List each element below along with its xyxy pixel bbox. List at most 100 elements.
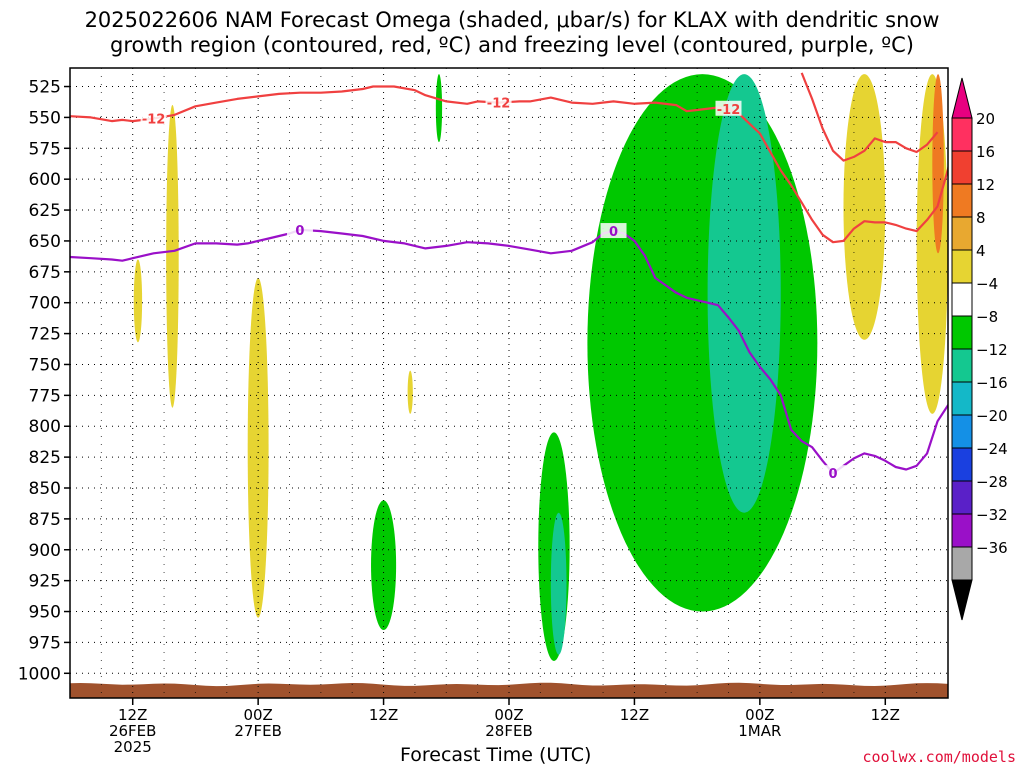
x-tick-label: 28FEB: [485, 722, 532, 740]
omega-shade-region: [843, 74, 886, 340]
omega-shade-region: [587, 74, 818, 612]
x-tick-label: 26FEB: [109, 722, 156, 740]
freezing-level-contour: [70, 228, 948, 475]
ground-terrain: [70, 682, 948, 698]
x-tick-label: 00Z: [243, 706, 272, 724]
contour-label: -12: [487, 97, 511, 112]
grid-lines: [70, 68, 948, 698]
chart-title: 2025022606 NAM Forecast Omega (shaded, μ…: [0, 8, 1024, 58]
credit-link[interactable]: coolwx.com/models: [862, 748, 1016, 766]
y-tick-label: 1000: [18, 664, 61, 684]
y-tick-label: 950: [29, 603, 61, 623]
dendritic-growth-contour: [800, 72, 939, 162]
colorbar-label: −24: [976, 440, 1008, 458]
x-tick-label: 12Z: [620, 706, 649, 724]
contour-label: 0: [609, 225, 618, 240]
y-tick-label: 900: [29, 541, 61, 561]
x-tick-label: 27FEB: [234, 722, 281, 740]
y-tick-label: 525: [29, 78, 61, 98]
contour-label-bg: [140, 110, 167, 126]
colorbar-label: −36: [976, 539, 1008, 557]
colorbar-swatch: [951, 381, 973, 416]
colorbar-swatch: [951, 414, 973, 449]
y-tick-label: 650: [29, 232, 61, 252]
x-tick-label: 1MAR: [738, 722, 781, 740]
x-tick-label: 12Z: [369, 706, 398, 724]
y-tick-label: 550: [29, 108, 61, 128]
colorbar-label: 8: [976, 209, 986, 227]
y-tick-label: 850: [29, 479, 61, 499]
omega-shade-region: [166, 105, 179, 408]
contour-label: -12: [142, 113, 166, 128]
omega-shade-region: [932, 74, 944, 254]
colorbar-label: −12: [976, 341, 1008, 359]
y-tick-label: 575: [29, 139, 61, 159]
contour-label-bg: [715, 100, 742, 116]
colorbar-swatch: [951, 183, 973, 218]
colorbar-swatch: [951, 513, 973, 548]
colorbar-label: −20: [976, 407, 1008, 425]
omega-shade-region: [435, 74, 443, 143]
colorbar-label: −8: [976, 308, 998, 326]
contour-lines: [70, 72, 948, 475]
x-axis-title: Forecast Time (UTC): [400, 744, 592, 766]
y-tick-label: 750: [29, 355, 61, 375]
colorbar-label: 16: [976, 143, 995, 161]
x-tick-label: 12Z: [118, 706, 147, 724]
y-tick-label: 600: [29, 170, 61, 190]
x-tick-label: 12Z: [871, 706, 900, 724]
title-line-1: 2025022606 NAM Forecast Omega (shaded, μ…: [84, 8, 940, 32]
dendritic-growth-contour: [70, 85, 948, 244]
omega-shade-region: [916, 74, 948, 414]
colorbar-swatch: [951, 216, 973, 251]
colorbar-label: 4: [976, 242, 986, 260]
y-tick-label: 725: [29, 325, 61, 345]
colorbar: 20 16 12 8 4 −4 −8 −12 −16 −20 −24 −28 −32 −36: [951, 77, 1008, 621]
contour-label: 0: [295, 224, 304, 239]
colorbar-label: −4: [976, 275, 998, 293]
contour-label-bg: [820, 465, 847, 481]
contour-label: 0: [829, 467, 838, 482]
colorbar-swatch: [951, 447, 973, 482]
y-tick-label: 625: [29, 201, 61, 221]
colorbar-label: −32: [976, 506, 1008, 524]
y-tick-label: 875: [29, 510, 61, 530]
x-tick-label: 00Z: [494, 706, 523, 724]
colorbar-swatch: [951, 348, 973, 383]
colorbar-top-arrow: [951, 77, 973, 119]
colorbar-bottom-arrow: [951, 579, 973, 621]
omega-shade-region: [247, 278, 269, 618]
y-tick-label: 800: [29, 417, 61, 437]
plot-frame: [69, 67, 949, 699]
colorbar-label: 20: [976, 110, 995, 128]
contour-label-bg: [485, 94, 512, 110]
title-line-2: growth region (contoured, red, ºC) and f…: [110, 33, 914, 57]
colorbar-swatch: [951, 315, 973, 350]
omega-shade-region: [133, 259, 143, 343]
omega-shade-region: [707, 74, 781, 513]
y-tick-label: 775: [29, 386, 61, 406]
colorbar-swatch: [951, 117, 973, 152]
y-tick-label: 975: [29, 633, 61, 653]
omega-shading: [133, 74, 948, 661]
colorbar-swatch: [951, 249, 973, 284]
y-axis: 525 550 575 600 625 650 675 700 725 750 775 800 825 8…: [18, 78, 70, 684]
contour-label: -12: [717, 103, 741, 118]
colorbar-label: −28: [976, 473, 1008, 491]
colorbar-swatch: [951, 546, 973, 581]
terrain-band: [70, 682, 948, 698]
y-tick-label: 675: [29, 263, 61, 283]
omega-shade-region: [550, 512, 567, 655]
omega-shade-region: [407, 370, 413, 414]
y-tick-label: 700: [29, 294, 61, 314]
contour-label-bg: [286, 221, 313, 237]
contour-labels: -12 -12 -12 0 0 0: [140, 94, 847, 482]
x-tick-label: 00Z: [745, 706, 774, 724]
x-tick-label: 2025: [114, 738, 152, 756]
y-tick-label: 925: [29, 572, 61, 592]
colorbar-swatch: [951, 480, 973, 515]
contour-label-bg: [600, 223, 627, 239]
